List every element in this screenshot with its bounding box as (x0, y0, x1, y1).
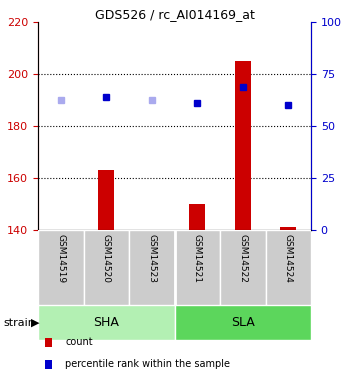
Text: GSM14520: GSM14520 (102, 234, 111, 283)
Text: ▶: ▶ (31, 318, 39, 327)
Text: SLA: SLA (231, 316, 255, 329)
Bar (220, 230, 266, 305)
Bar (189, 204, 205, 230)
Bar (280, 227, 296, 230)
Text: GSM14523: GSM14523 (147, 234, 156, 283)
Text: GSM14521: GSM14521 (193, 234, 202, 283)
Text: GSM14519: GSM14519 (56, 234, 65, 283)
Bar (266, 230, 311, 305)
Bar (235, 61, 251, 230)
Bar (129, 230, 175, 305)
Text: percentile rank within the sample: percentile rank within the sample (65, 359, 230, 369)
Bar (98, 170, 114, 230)
Text: GSM14524: GSM14524 (284, 234, 293, 283)
Bar (175, 305, 311, 340)
Text: count: count (65, 337, 93, 347)
Bar (84, 230, 129, 305)
Bar (38, 230, 84, 305)
Text: SHA: SHA (93, 316, 119, 329)
Title: GDS526 / rc_AI014169_at: GDS526 / rc_AI014169_at (94, 8, 254, 21)
Bar (175, 230, 220, 305)
Bar (38, 305, 175, 340)
Text: strain: strain (3, 318, 35, 327)
Text: GSM14522: GSM14522 (238, 234, 247, 283)
